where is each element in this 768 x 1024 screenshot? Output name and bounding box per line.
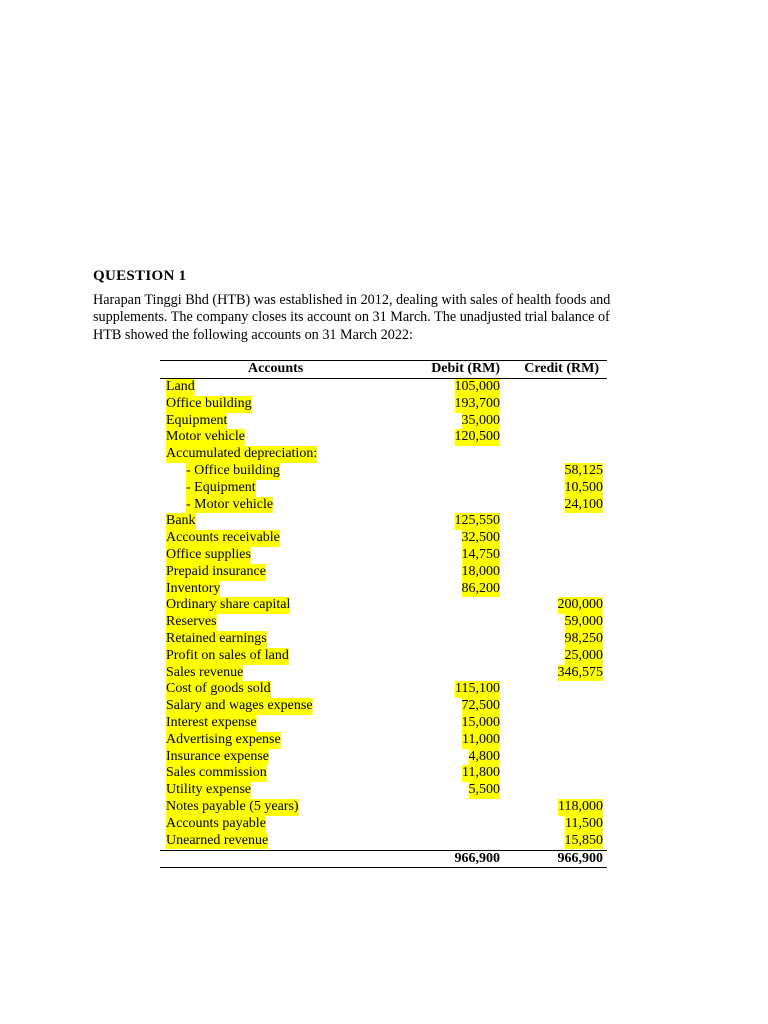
account-name: Advertising expense	[166, 731, 281, 749]
account-name: Accumulated depreciation:	[166, 446, 318, 463]
account-name: Notes payable (5 years)	[166, 798, 299, 816]
table-row: Unearned revenue 15,850	[160, 832, 607, 850]
account-name: Insurance expense	[166, 748, 270, 766]
debit-amount: 5,500	[468, 782, 500, 799]
account-name: Equipment	[166, 412, 228, 430]
table-row: Motor vehicle 120,500	[160, 429, 607, 447]
table-row: - Office building 58,125	[160, 462, 607, 480]
question-title: QUESTION 1	[93, 268, 187, 284]
totals-row: 966,900 966,900	[160, 850, 607, 869]
account-name: Office building	[166, 395, 252, 413]
account-name: Motor vehicle	[166, 429, 245, 447]
debit-amount: 86,200	[461, 580, 500, 598]
credit-amount: 98,250	[564, 630, 603, 648]
account-name: Prepaid insurance	[166, 563, 266, 581]
debit-amount: 105,000	[454, 379, 500, 396]
table-row: Equipment 35,000	[160, 412, 607, 430]
paragraph-line: Harapan Tinggi Bhd (HTB) was established…	[93, 292, 611, 308]
debit-amount: 14,750	[461, 546, 500, 564]
account-name: Bank	[166, 513, 196, 531]
table-row: Inventory 86,200	[160, 580, 607, 598]
debit-amount: 120,500	[454, 429, 500, 447]
table-row: Salary and wages expense 72,500	[160, 698, 607, 715]
debit-amount: 193,700	[454, 395, 500, 413]
debit-amount: 115,100	[455, 681, 500, 699]
credit-amount: 118,000	[558, 798, 603, 816]
table-body: Land 105,000 Office building 193,700 Equipme…	[160, 379, 607, 850]
table-row: Office building 193,700	[160, 395, 607, 413]
debit-amount: 4,800	[468, 748, 500, 766]
table-row: Prepaid insurance 18,000	[160, 563, 607, 581]
account-name: Accounts payable	[166, 815, 266, 833]
account-name: - Office building	[186, 462, 280, 480]
table-row: Ordinary share capital 200,000	[160, 597, 607, 615]
credit-amount: 25,000	[564, 647, 603, 665]
table-row: Notes payable (5 years) 118,000	[160, 798, 607, 816]
account-name: Ordinary share capital	[166, 597, 291, 615]
debit-amount: 15,000	[461, 714, 500, 732]
debit-amount: 18,000	[461, 563, 500, 581]
paragraph-line: supplements. The company closes its acco…	[93, 309, 610, 326]
credit-amount: 346,575	[557, 664, 603, 682]
header-credit: Credit (RM)	[524, 361, 599, 376]
account-name: Retained earnings	[166, 630, 267, 648]
credit-amount: 200,000	[557, 597, 603, 615]
credit-amount: 59,000	[564, 614, 603, 631]
credit-amount: 15,850	[564, 832, 603, 850]
credit-amount: 11,500	[565, 815, 603, 833]
table-row: Accounts payable 11,500	[160, 815, 607, 833]
header-debit: Debit (RM)	[431, 361, 500, 376]
account-name: Profit on sales of land	[166, 647, 289, 665]
account-name: Cost of goods sold	[166, 681, 271, 699]
account-name: Office supplies	[166, 546, 251, 564]
account-name: Reserves	[166, 614, 217, 631]
account-name: Sales revenue	[166, 664, 244, 682]
trial-balance-table: Accounts Debit (RM) Credit (RM) Land 105,…	[160, 360, 607, 869]
account-name: Unearned revenue	[166, 832, 269, 850]
table-row: - Equipment 10,500	[160, 479, 607, 497]
paragraph-line: HTB showed the following accounts on 31 …	[93, 326, 413, 343]
table-row: Sales revenue 346,575	[160, 664, 607, 682]
table-row: Utility expense 5,500	[160, 782, 607, 799]
table-row: Office supplies 14,750	[160, 546, 607, 564]
header-accounts: Accounts	[248, 361, 304, 376]
account-name: Accounts receivable	[166, 530, 280, 547]
debit-amount: 72,500	[461, 698, 500, 715]
debit-amount: 32,500	[461, 530, 500, 547]
credit-amount: 24,100	[564, 496, 603, 514]
table-row: Cost of goods sold 115,100	[160, 681, 607, 699]
table-row: Reserves 59,000	[160, 614, 607, 631]
credit-amount: 10,500	[564, 479, 603, 497]
account-name: Sales commission	[166, 765, 267, 783]
table-row: Advertising expense 11,000	[160, 731, 607, 749]
account-name: Land	[166, 379, 195, 396]
table-row: Bank 125,550	[160, 513, 607, 531]
debit-amount: 35,000	[461, 412, 500, 430]
table-row: Insurance expense 4,800	[160, 748, 607, 766]
table-header: Accounts Debit (RM) Credit (RM)	[160, 361, 607, 379]
table-row: Accounts receivable 32,500	[160, 530, 607, 547]
account-name: - Motor vehicle	[186, 496, 274, 514]
table-row: Land 105,000	[160, 379, 607, 396]
account-name: Interest expense	[166, 714, 257, 732]
account-name: Inventory	[166, 580, 221, 598]
debit-amount: 11,000	[462, 731, 500, 749]
table-row: Retained earnings 98,250	[160, 630, 607, 648]
table-row: Profit on sales of land 25,000	[160, 647, 607, 665]
question-paragraph: Harapan Tinggi Bhd (HTB) was established…	[93, 292, 673, 344]
account-name: - Equipment	[186, 479, 256, 497]
table-row: Interest expense 15,000	[160, 714, 607, 732]
total-debit: 966,900	[454, 851, 501, 867]
credit-amount: 58,125	[564, 462, 603, 480]
debit-amount: 125,550	[454, 513, 500, 531]
table-row: Accumulated depreciation:	[160, 446, 607, 463]
table-row: Sales commission 11,800	[160, 765, 607, 783]
account-name: Utility expense	[166, 782, 252, 799]
table-row: - Motor vehicle 24,100	[160, 496, 607, 514]
account-name: Salary and wages expense	[166, 698, 313, 715]
total-credit: 966,900	[557, 851, 604, 867]
debit-amount: 11,800	[462, 765, 500, 783]
